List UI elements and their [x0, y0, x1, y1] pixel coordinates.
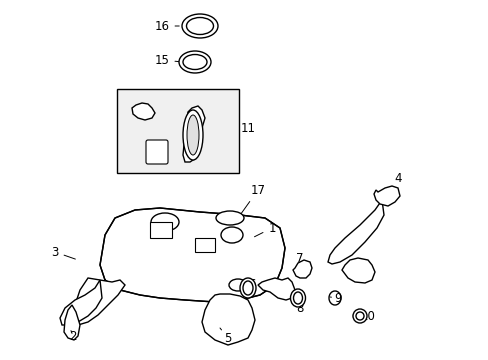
Text: 16: 16 [154, 19, 179, 32]
Ellipse shape [179, 51, 210, 73]
Ellipse shape [182, 14, 218, 38]
Text: 12: 12 [204, 131, 219, 144]
Polygon shape [202, 294, 254, 345]
Text: 2: 2 [69, 329, 77, 342]
Text: 2: 2 [347, 266, 361, 279]
Ellipse shape [293, 292, 302, 304]
Bar [195, 238, 215, 252]
Polygon shape [100, 208, 285, 302]
Text: 15: 15 [154, 54, 180, 67]
FancyBboxPatch shape [146, 140, 168, 164]
Text: 11: 11 [230, 122, 255, 135]
Ellipse shape [243, 281, 252, 295]
Text: 14: 14 [137, 144, 159, 157]
Polygon shape [64, 305, 80, 340]
Ellipse shape [352, 309, 366, 323]
Ellipse shape [216, 211, 244, 225]
Text: 4: 4 [388, 171, 401, 191]
Polygon shape [373, 186, 399, 206]
Text: 9: 9 [329, 292, 341, 305]
Ellipse shape [355, 312, 363, 320]
Ellipse shape [183, 110, 203, 160]
Polygon shape [132, 103, 155, 120]
Text: 3: 3 [51, 246, 75, 259]
Ellipse shape [240, 278, 256, 298]
Text: 17: 17 [239, 184, 265, 216]
Text: 8: 8 [296, 302, 303, 315]
Text: 1: 1 [254, 221, 275, 237]
Bar [150, 222, 172, 238]
Text: 10: 10 [352, 310, 375, 323]
Text: 13: 13 [161, 95, 181, 108]
Ellipse shape [186, 115, 199, 155]
Ellipse shape [228, 279, 246, 291]
Polygon shape [292, 260, 311, 278]
Ellipse shape [221, 227, 243, 243]
Ellipse shape [183, 54, 206, 69]
Polygon shape [341, 258, 374, 283]
Text: 7: 7 [296, 252, 303, 268]
FancyBboxPatch shape [117, 89, 239, 173]
Polygon shape [183, 106, 204, 162]
Ellipse shape [290, 289, 305, 307]
Polygon shape [72, 278, 125, 325]
Polygon shape [60, 280, 102, 325]
Text: 6: 6 [244, 279, 255, 292]
Polygon shape [258, 278, 294, 300]
Ellipse shape [186, 18, 213, 35]
Polygon shape [327, 200, 383, 264]
Text: 5: 5 [220, 328, 231, 345]
Ellipse shape [151, 213, 179, 231]
